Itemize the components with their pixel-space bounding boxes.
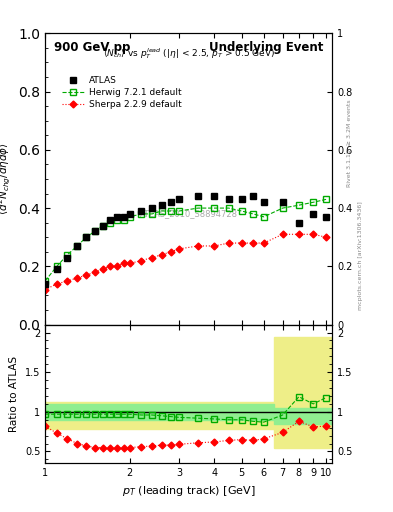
ATLAS <box>212 194 217 200</box>
Herwig 7.2.1 default <box>150 211 154 217</box>
Sherpa 2.2.9 default <box>127 261 132 267</box>
Text: $\langle N_{ch}\rangle$ vs $p_T^{lead}$ ($|\eta|$ < 2.5, $p_T$ > 0.5 GeV): $\langle N_{ch}\rangle$ vs $p_T^{lead}$ … <box>103 47 275 61</box>
Herwig 7.2.1 default <box>65 251 70 258</box>
Line: ATLAS: ATLAS <box>42 194 329 287</box>
Bar <box>274 408 332 424</box>
Herwig 7.2.1 default <box>280 205 285 211</box>
Herwig 7.2.1 default <box>75 243 79 249</box>
Herwig 7.2.1 default <box>196 205 200 211</box>
Sherpa 2.2.9 default <box>297 231 301 238</box>
Sherpa 2.2.9 default <box>226 240 231 246</box>
X-axis label: $p_T$ (leading track) [GeV]: $p_T$ (leading track) [GeV] <box>122 484 255 498</box>
Herwig 7.2.1 default <box>43 278 48 284</box>
Text: Underlying Event: Underlying Event <box>209 40 323 54</box>
ATLAS <box>150 205 154 211</box>
Herwig 7.2.1 default <box>55 263 59 269</box>
Text: mcplots.cern.ch [arXiv:1306.3436]: mcplots.cern.ch [arXiv:1306.3436] <box>358 202 363 310</box>
Herwig 7.2.1 default <box>84 234 88 240</box>
Herwig 7.2.1 default <box>139 211 144 217</box>
Line: Herwig 7.2.1 default: Herwig 7.2.1 default <box>42 196 329 284</box>
ATLAS <box>280 199 285 205</box>
Sherpa 2.2.9 default <box>100 266 105 272</box>
Text: 900 GeV pp: 900 GeV pp <box>54 40 130 54</box>
Herwig 7.2.1 default <box>251 211 255 217</box>
Sherpa 2.2.9 default <box>84 272 88 278</box>
Bar <box>45 404 274 420</box>
ATLAS <box>127 211 132 217</box>
Y-axis label: $\langle d^2 N_{chg}/d\eta d\phi \rangle$: $\langle d^2 N_{chg}/d\eta d\phi \rangle… <box>0 142 13 216</box>
ATLAS <box>139 208 144 214</box>
Herwig 7.2.1 default <box>212 205 217 211</box>
Herwig 7.2.1 default <box>92 228 97 234</box>
Sherpa 2.2.9 default <box>92 269 97 275</box>
Sherpa 2.2.9 default <box>139 258 144 264</box>
ATLAS <box>160 202 164 208</box>
ATLAS <box>261 199 266 205</box>
ATLAS <box>251 194 255 200</box>
ATLAS <box>75 243 79 249</box>
Sherpa 2.2.9 default <box>324 234 329 240</box>
Herwig 7.2.1 default <box>324 196 329 202</box>
Herwig 7.2.1 default <box>121 217 126 223</box>
Bar <box>45 401 274 429</box>
ATLAS <box>55 266 59 272</box>
Herwig 7.2.1 default <box>169 208 173 214</box>
ATLAS <box>226 196 231 202</box>
Sherpa 2.2.9 default <box>169 249 173 255</box>
Text: Rivet 3.1.10, ≥ 3.2M events: Rivet 3.1.10, ≥ 3.2M events <box>347 99 352 187</box>
Sherpa 2.2.9 default <box>239 240 244 246</box>
Sherpa 2.2.9 default <box>108 263 112 269</box>
ATLAS <box>196 194 200 200</box>
Sherpa 2.2.9 default <box>212 243 217 249</box>
Line: Sherpa 2.2.9 default: Sherpa 2.2.9 default <box>43 232 329 292</box>
Herwig 7.2.1 default <box>160 208 164 214</box>
Herwig 7.2.1 default <box>100 223 105 229</box>
Sherpa 2.2.9 default <box>261 240 266 246</box>
Sherpa 2.2.9 default <box>55 281 59 287</box>
Herwig 7.2.1 default <box>127 214 132 220</box>
Herwig 7.2.1 default <box>108 220 112 226</box>
Sherpa 2.2.9 default <box>150 254 154 261</box>
ATLAS <box>239 196 244 202</box>
Sherpa 2.2.9 default <box>196 243 200 249</box>
ATLAS <box>177 196 182 202</box>
ATLAS <box>121 214 126 220</box>
Sherpa 2.2.9 default <box>75 275 79 281</box>
ATLAS <box>100 223 105 229</box>
ATLAS <box>297 220 301 226</box>
Y-axis label: Ratio to ATLAS: Ratio to ATLAS <box>9 356 19 432</box>
Herwig 7.2.1 default <box>297 202 301 208</box>
Herwig 7.2.1 default <box>226 205 231 211</box>
ATLAS <box>43 281 48 287</box>
Herwig 7.2.1 default <box>239 208 244 214</box>
Herwig 7.2.1 default <box>177 208 182 214</box>
ATLAS <box>324 214 329 220</box>
ATLAS <box>65 254 70 261</box>
ATLAS <box>92 228 97 234</box>
Herwig 7.2.1 default <box>114 217 119 223</box>
Herwig 7.2.1 default <box>261 214 266 220</box>
Sherpa 2.2.9 default <box>280 231 285 238</box>
Sherpa 2.2.9 default <box>311 231 316 238</box>
ATLAS <box>84 234 88 240</box>
Text: ATLAS_2010_S8894728: ATLAS_2010_S8894728 <box>140 209 238 219</box>
ATLAS <box>108 217 112 223</box>
Sherpa 2.2.9 default <box>65 278 70 284</box>
Sherpa 2.2.9 default <box>160 251 164 258</box>
Sherpa 2.2.9 default <box>177 246 182 252</box>
ATLAS <box>114 214 119 220</box>
Sherpa 2.2.9 default <box>114 263 119 269</box>
ATLAS <box>311 211 316 217</box>
Sherpa 2.2.9 default <box>121 261 126 267</box>
Sherpa 2.2.9 default <box>43 287 48 293</box>
Sherpa 2.2.9 default <box>251 240 255 246</box>
ATLAS <box>169 199 173 205</box>
Herwig 7.2.1 default <box>311 199 316 205</box>
Bar <box>274 336 332 447</box>
Legend: ATLAS, Herwig 7.2.1 default, Sherpa 2.2.9 default: ATLAS, Herwig 7.2.1 default, Sherpa 2.2.… <box>58 73 185 113</box>
